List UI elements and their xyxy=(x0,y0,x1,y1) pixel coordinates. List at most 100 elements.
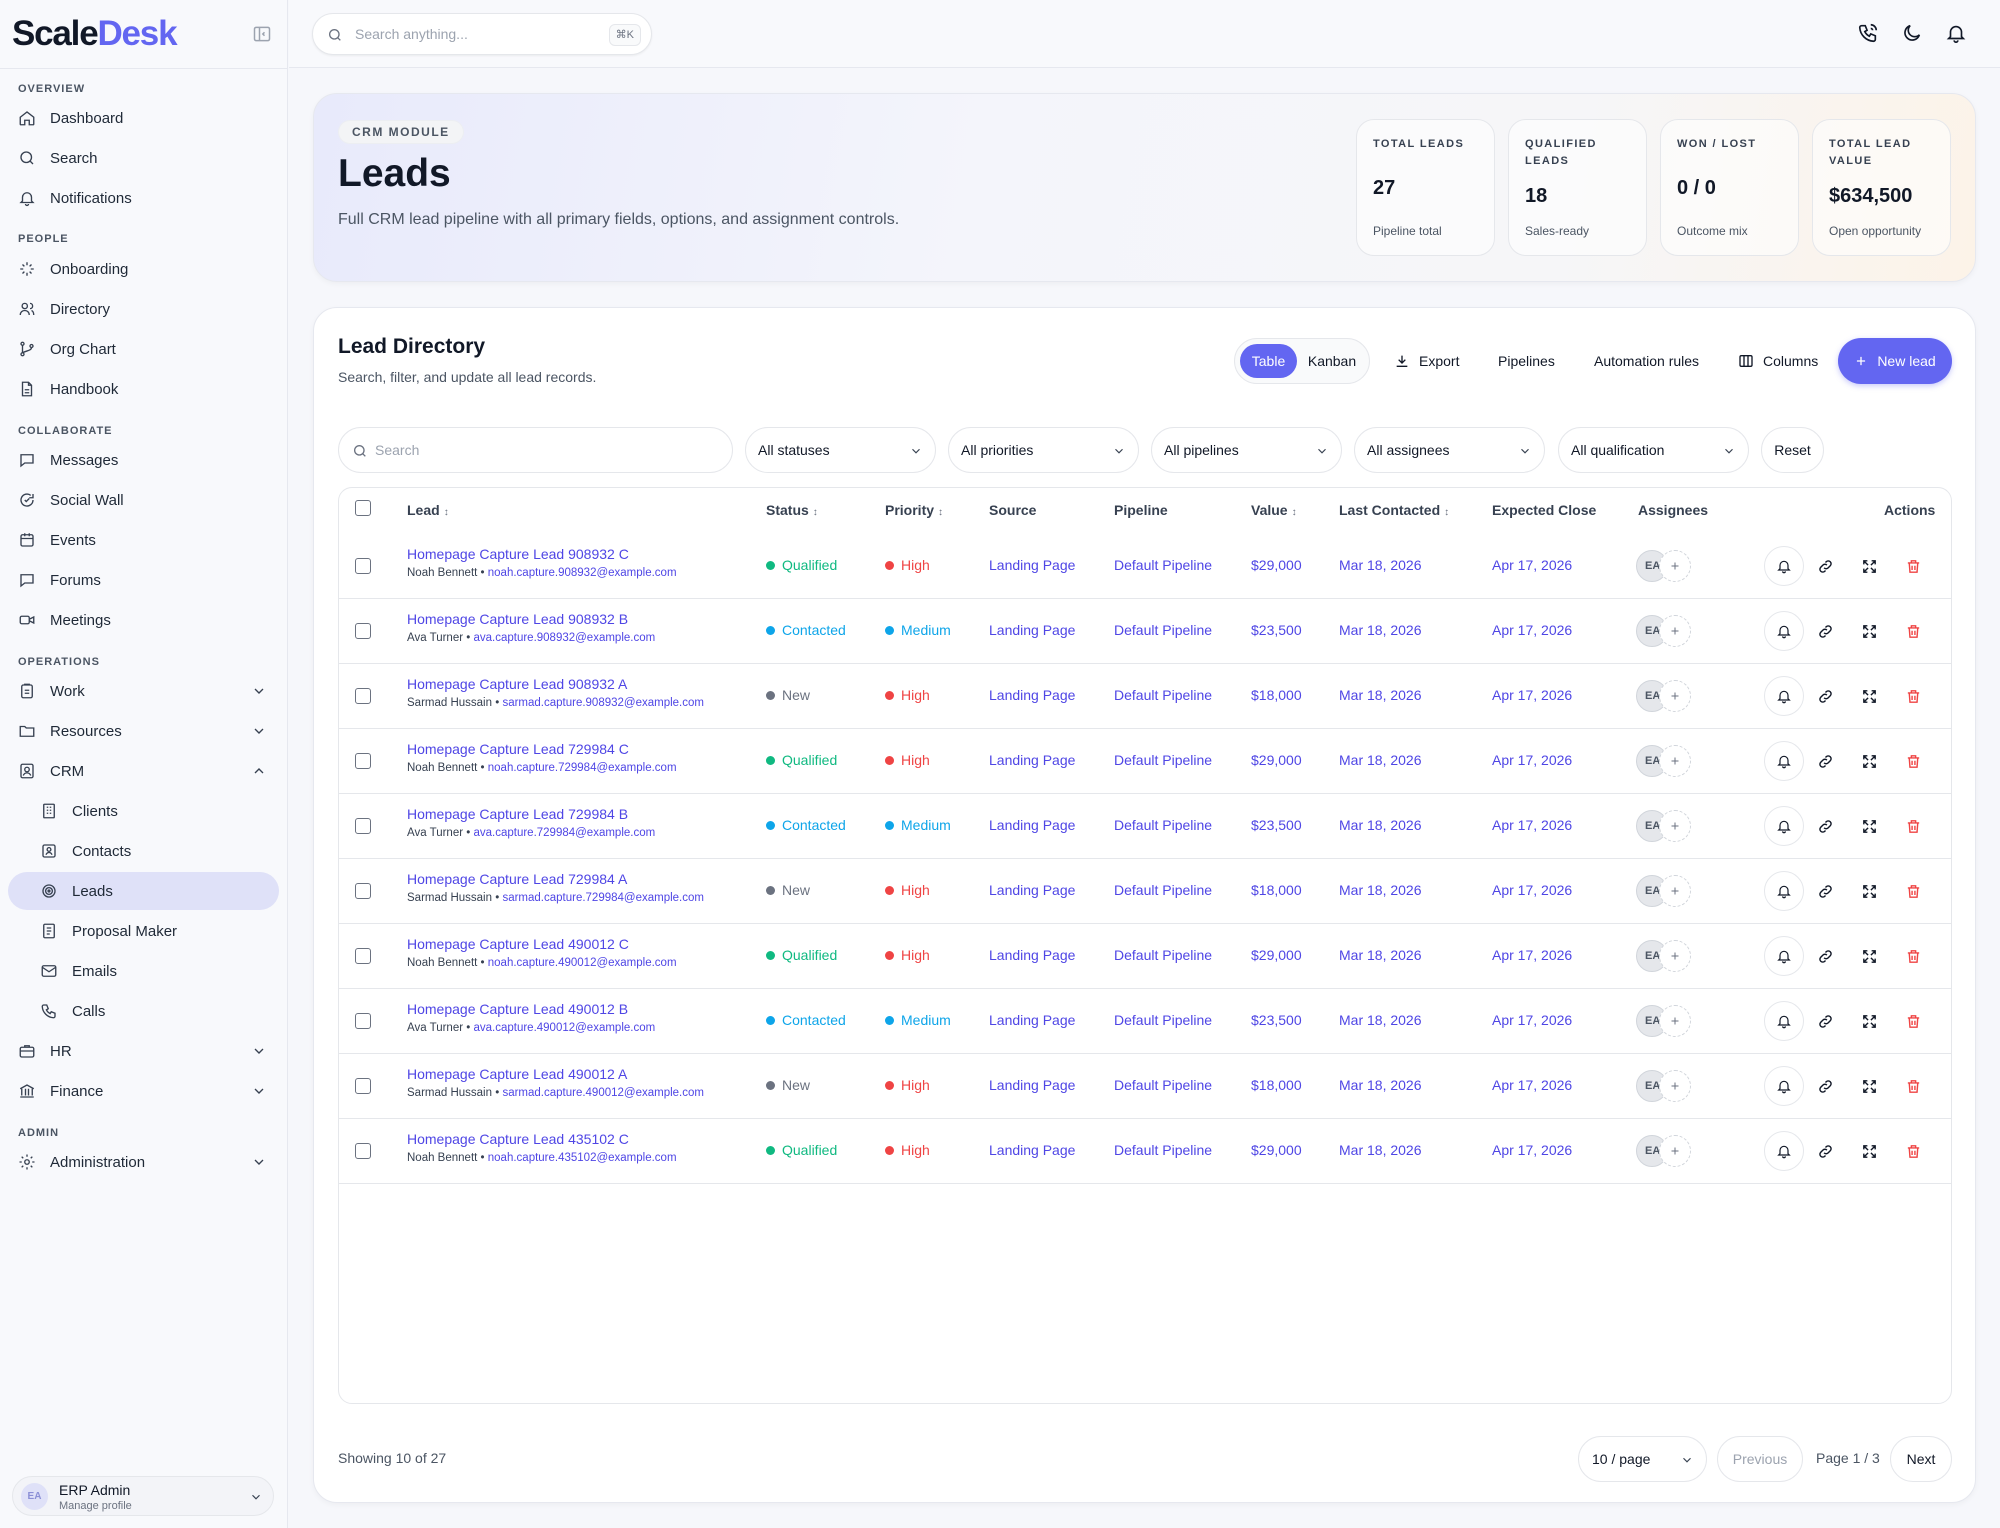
reminder-button[interactable] xyxy=(1764,936,1804,976)
expand-icon[interactable] xyxy=(1861,753,1878,770)
sidebar-item-messages[interactable]: Messages xyxy=(8,441,279,479)
contact-email[interactable]: sarmad.capture.490012@example.com xyxy=(502,1087,704,1099)
priority-badge[interactable]: Medium xyxy=(885,622,951,638)
pipeline-cell[interactable]: Default Pipeline xyxy=(1114,557,1213,573)
lead-name-link[interactable]: Homepage Capture Lead 490012 A xyxy=(407,1066,628,1082)
sidebar-item-administration[interactable]: Administration xyxy=(8,1143,279,1181)
pipeline-cell[interactable]: Default Pipeline xyxy=(1114,947,1213,963)
sidebar-item-handbook[interactable]: Handbook xyxy=(8,370,279,408)
contact-email[interactable]: ava.capture.908932@example.com xyxy=(473,632,656,644)
last-contacted-cell[interactable]: Mar 18, 2026 xyxy=(1339,882,1422,898)
expected-close-cell[interactable]: Apr 17, 2026 xyxy=(1492,1077,1573,1093)
row-checkbox[interactable] xyxy=(355,818,371,834)
reminder-button[interactable] xyxy=(1764,1131,1804,1171)
expected-close-cell[interactable]: Apr 17, 2026 xyxy=(1492,752,1573,768)
expand-icon[interactable] xyxy=(1861,818,1878,835)
value-cell[interactable]: $29,000 xyxy=(1251,947,1302,963)
trash-icon[interactable] xyxy=(1905,883,1922,900)
assignee-filter-select[interactable]: All assignees xyxy=(1354,427,1545,473)
lead-name-link[interactable]: Homepage Capture Lead 490012 B xyxy=(407,1001,629,1017)
source-cell[interactable]: Landing Page xyxy=(989,622,1076,638)
add-assignee-button[interactable] xyxy=(1659,1135,1691,1167)
sidebar-item-clients[interactable]: Clients xyxy=(30,792,279,830)
priority-badge[interactable]: High xyxy=(885,1077,930,1093)
lead-name-link[interactable]: Homepage Capture Lead 908932 B xyxy=(407,611,629,627)
row-checkbox[interactable] xyxy=(355,623,371,639)
status-badge[interactable]: Qualified xyxy=(766,557,837,573)
last-contacted-cell[interactable]: Mar 18, 2026 xyxy=(1339,1142,1422,1158)
priority-badge[interactable]: High xyxy=(885,557,930,573)
status-badge[interactable]: Qualified xyxy=(766,947,837,963)
add-assignee-button[interactable] xyxy=(1659,810,1691,842)
link-icon[interactable] xyxy=(1817,623,1834,640)
expand-icon[interactable] xyxy=(1861,558,1878,575)
expand-icon[interactable] xyxy=(1861,883,1878,900)
view-table-button[interactable]: Table xyxy=(1240,344,1297,378)
status-badge[interactable]: New xyxy=(766,1077,810,1093)
last-contacted-cell[interactable]: Mar 18, 2026 xyxy=(1339,752,1422,768)
expected-close-cell[interactable]: Apr 17, 2026 xyxy=(1492,622,1573,638)
reminder-button[interactable] xyxy=(1764,806,1804,846)
reminder-button[interactable] xyxy=(1764,871,1804,911)
expand-icon[interactable] xyxy=(1861,623,1878,640)
value-cell[interactable]: $29,000 xyxy=(1251,557,1302,573)
contact-email[interactable]: noah.capture.729984@example.com xyxy=(487,762,677,774)
sidebar-item-emails[interactable]: Emails xyxy=(30,952,279,990)
link-icon[interactable] xyxy=(1817,753,1834,770)
link-icon[interactable] xyxy=(1817,1143,1834,1160)
trash-icon[interactable] xyxy=(1905,1143,1922,1160)
trash-icon[interactable] xyxy=(1905,1013,1922,1030)
export-button[interactable]: Export xyxy=(1394,346,1459,376)
link-icon[interactable] xyxy=(1817,558,1834,575)
add-assignee-button[interactable] xyxy=(1659,680,1691,712)
add-assignee-button[interactable] xyxy=(1659,875,1691,907)
column-header-priority[interactable]: Priority ↕ xyxy=(885,502,943,518)
value-cell[interactable]: $18,000 xyxy=(1251,882,1302,898)
lead-name-link[interactable]: Homepage Capture Lead 729984 A xyxy=(407,871,628,887)
source-cell[interactable]: Landing Page xyxy=(989,1142,1076,1158)
expected-close-cell[interactable]: Apr 17, 2026 xyxy=(1492,947,1573,963)
profile-menu[interactable]: EA ERP Admin Manage profile xyxy=(12,1476,274,1516)
row-checkbox[interactable] xyxy=(355,558,371,574)
status-badge[interactable]: Qualified xyxy=(766,752,837,768)
column-header-lead[interactable]: Lead ↕ xyxy=(407,502,449,518)
expected-close-cell[interactable]: Apr 17, 2026 xyxy=(1492,1142,1573,1158)
trash-icon[interactable] xyxy=(1905,1078,1922,1095)
value-cell[interactable]: $29,000 xyxy=(1251,752,1302,768)
column-header-value[interactable]: Value ↕ xyxy=(1251,502,1297,518)
status-badge[interactable]: Contacted xyxy=(766,817,846,833)
sidebar-item-events[interactable]: Events xyxy=(8,521,279,559)
add-assignee-button[interactable] xyxy=(1659,615,1691,647)
link-icon[interactable] xyxy=(1817,883,1834,900)
pipeline-cell[interactable]: Default Pipeline xyxy=(1114,687,1213,703)
sidebar-item-finance[interactable]: Finance xyxy=(8,1072,279,1110)
status-badge[interactable]: Contacted xyxy=(766,622,846,638)
priority-badge[interactable]: High xyxy=(885,1142,930,1158)
sidebar-item-work[interactable]: Work xyxy=(8,672,279,710)
phone-icon[interactable] xyxy=(1857,22,1879,44)
column-header-status[interactable]: Status ↕ xyxy=(766,502,818,518)
source-cell[interactable]: Landing Page xyxy=(989,947,1076,963)
sidebar-item-org-chart[interactable]: Org Chart xyxy=(8,330,279,368)
last-contacted-cell[interactable]: Mar 18, 2026 xyxy=(1339,687,1422,703)
add-assignee-button[interactable] xyxy=(1659,1070,1691,1102)
row-checkbox[interactable] xyxy=(355,948,371,964)
sidebar-item-notifications[interactable]: Notifications xyxy=(8,179,279,217)
source-cell[interactable]: Landing Page xyxy=(989,1012,1076,1028)
expected-close-cell[interactable]: Apr 17, 2026 xyxy=(1492,687,1573,703)
sidebar-item-forums[interactable]: Forums xyxy=(8,561,279,599)
column-header-last-contacted[interactable]: Last Contacted ↕ xyxy=(1339,502,1449,518)
lead-name-link[interactable]: Homepage Capture Lead 490012 C xyxy=(407,936,629,952)
link-icon[interactable] xyxy=(1817,688,1834,705)
pipeline-cell[interactable]: Default Pipeline xyxy=(1114,1077,1213,1093)
last-contacted-cell[interactable]: Mar 18, 2026 xyxy=(1339,622,1422,638)
expected-close-cell[interactable]: Apr 17, 2026 xyxy=(1492,1012,1573,1028)
expand-icon[interactable] xyxy=(1861,1078,1878,1095)
row-checkbox[interactable] xyxy=(355,883,371,899)
pipeline-cell[interactable]: Default Pipeline xyxy=(1114,622,1213,638)
reminder-button[interactable] xyxy=(1764,676,1804,716)
priority-badge[interactable]: High xyxy=(885,752,930,768)
reminder-button[interactable] xyxy=(1764,546,1804,586)
next-page-button[interactable]: Next xyxy=(1890,1436,1952,1482)
previous-page-button[interactable]: Previous xyxy=(1717,1436,1803,1482)
